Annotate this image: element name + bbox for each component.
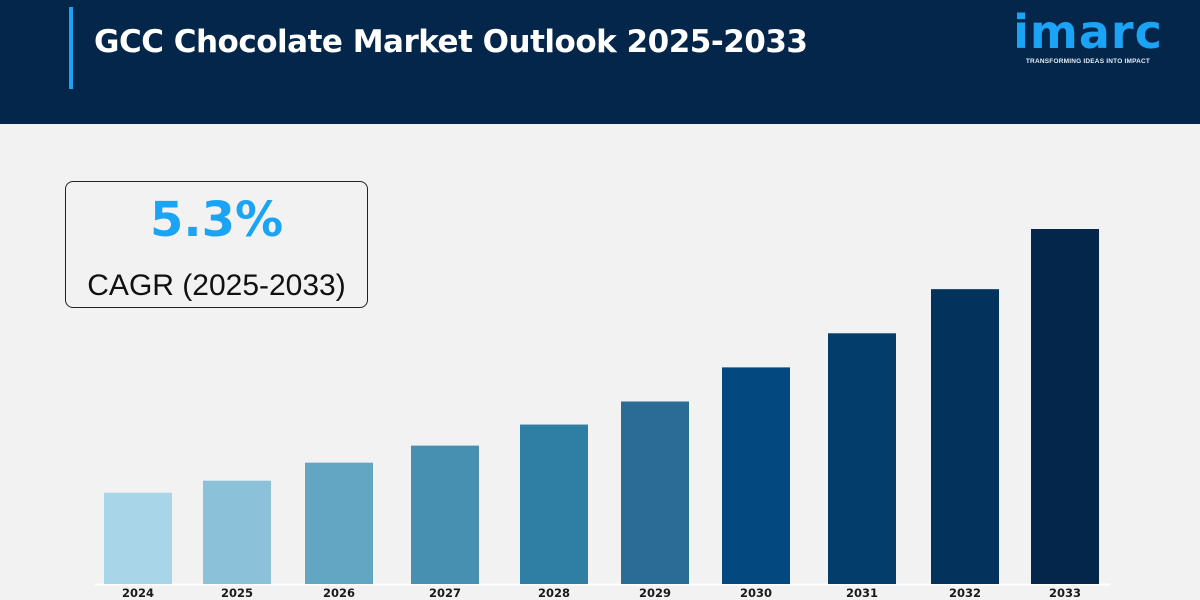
x-tick-label: 2032 (949, 586, 981, 600)
bar-2030 (722, 367, 790, 584)
x-tick-label: 2031 (846, 586, 878, 600)
x-tick-label: 2033 (1049, 586, 1081, 600)
logo-wordmark: imarc (1013, 5, 1163, 59)
imarc-logo: imarc TRANSFORMING IDEAS INTO IMPACT (1012, 4, 1164, 65)
x-tick-label: 2027 (429, 586, 461, 600)
bar-2026 (305, 462, 373, 584)
title-accent-bar (69, 7, 73, 89)
bar-2031 (828, 333, 896, 584)
bar-2024 (104, 492, 172, 584)
x-tick-label: 2028 (538, 586, 570, 600)
bar-2025 (203, 480, 271, 584)
x-tick-label: 2029 (639, 586, 671, 600)
bar-2027 (411, 445, 479, 584)
bar-2029 (621, 401, 689, 584)
x-tick-label: 2024 (122, 586, 154, 600)
header-banner: GCC Chocolate Market Outlook 2025-2033 i… (0, 0, 1200, 124)
x-tick-label: 2030 (740, 586, 772, 600)
page-title: GCC Chocolate Market Outlook 2025-2033 (94, 24, 808, 60)
cagr-value: 5.3% (149, 192, 284, 248)
x-tick-label: 2026 (323, 586, 355, 600)
x-tick-label: 2025 (221, 586, 253, 600)
bar-2032 (931, 289, 999, 584)
bar-2028 (520, 424, 588, 584)
cagr-callout: 5.3% CAGR (2025-2033) (65, 181, 368, 308)
logo-tagline: TRANSFORMING IDEAS INTO IMPACT (1025, 58, 1151, 65)
bar-2033 (1031, 229, 1099, 584)
cagr-label: CAGR (2025-2033) (87, 269, 346, 302)
